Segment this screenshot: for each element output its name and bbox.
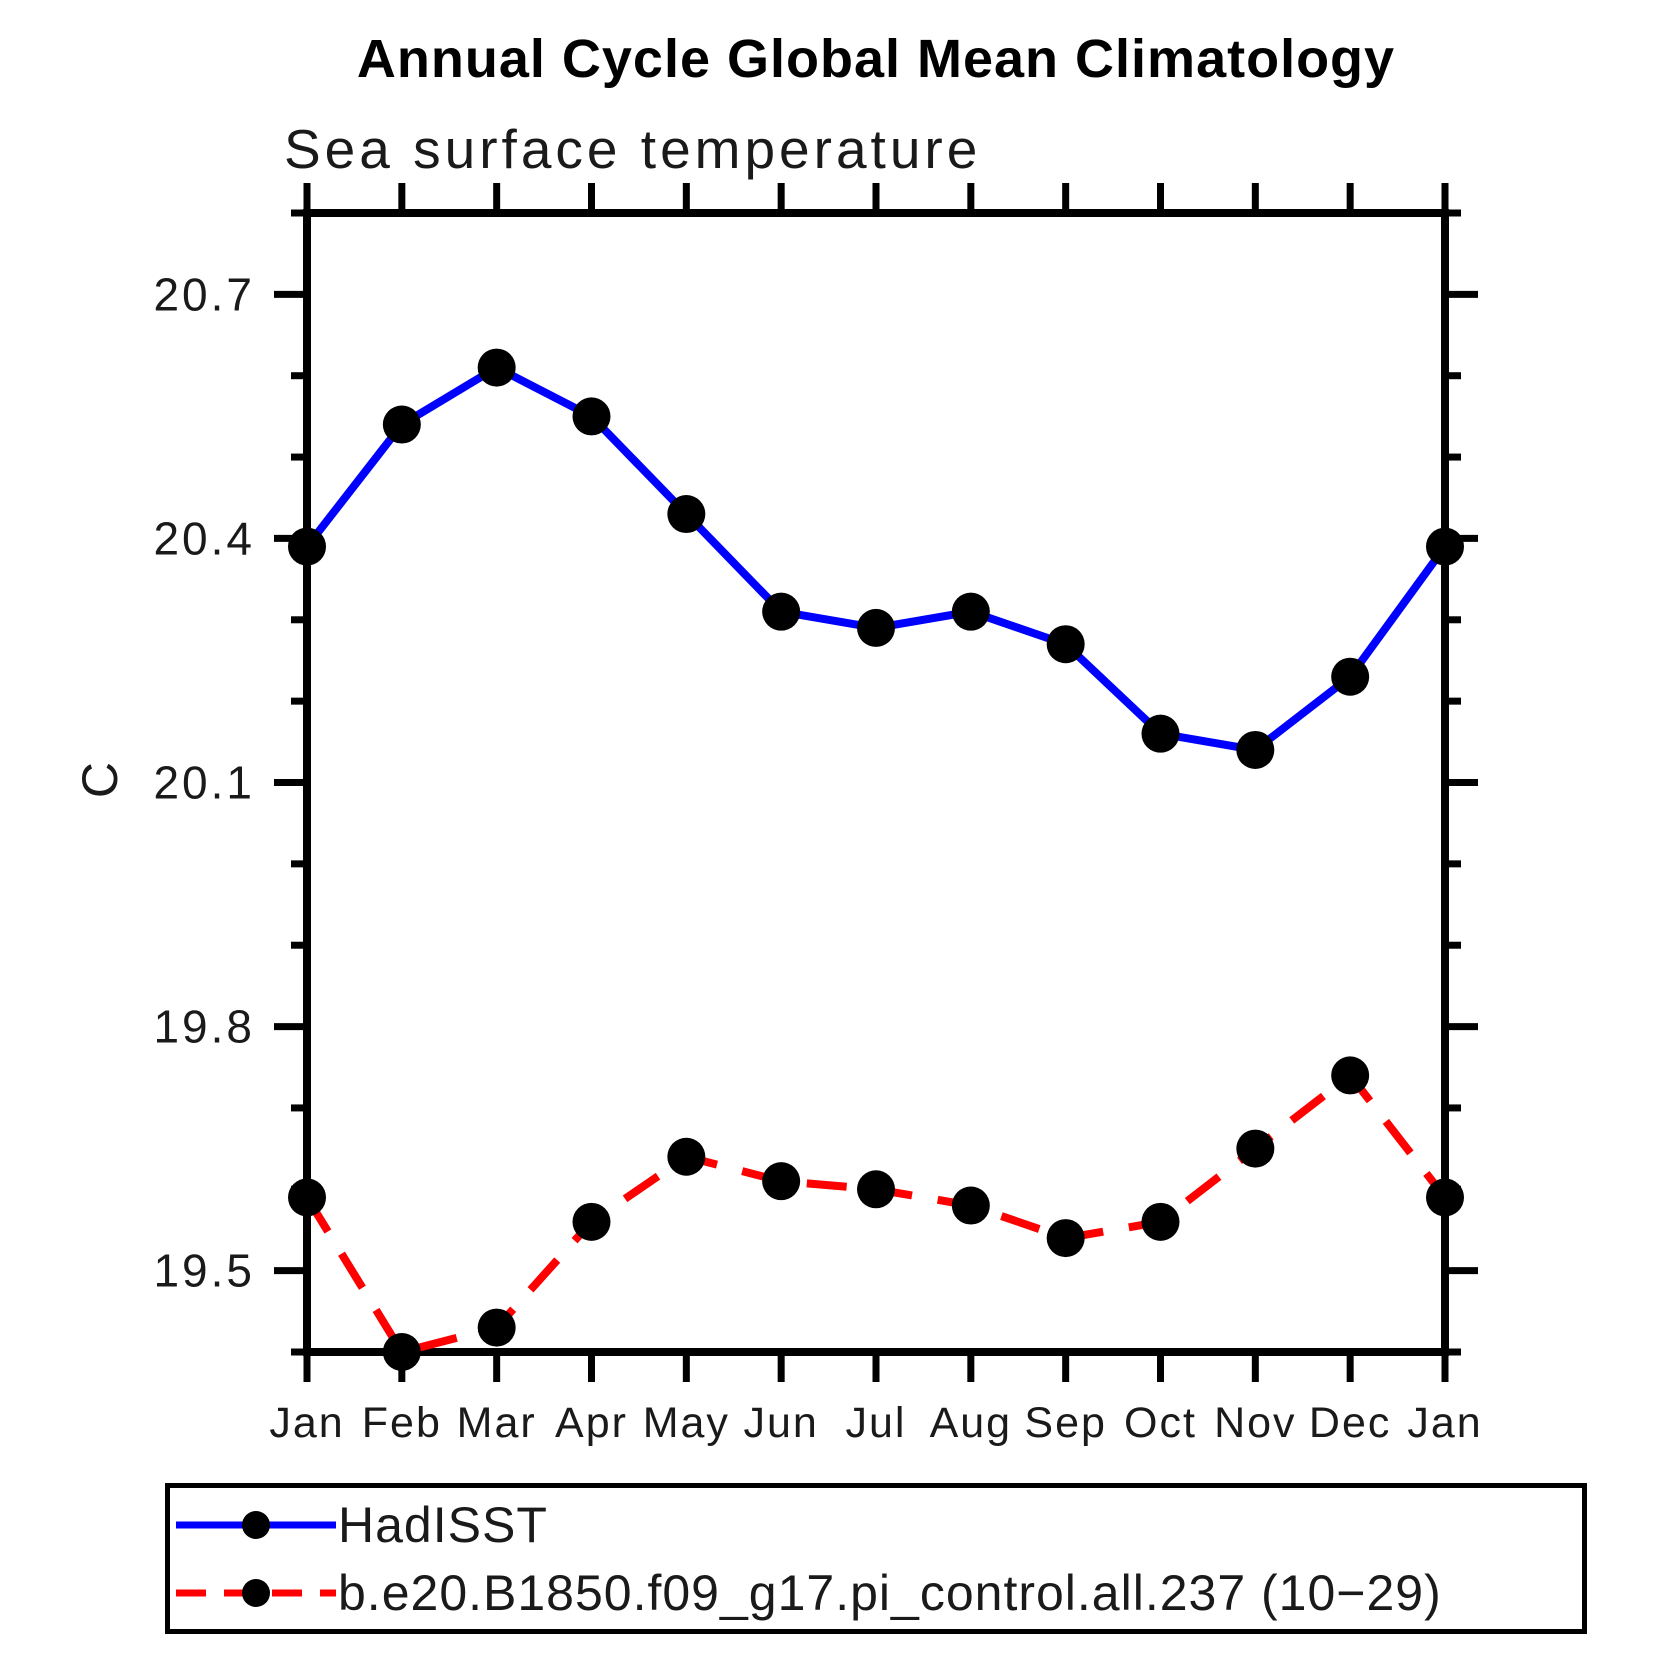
data-point-marker bbox=[572, 397, 611, 436]
data-point-marker bbox=[1426, 1178, 1464, 1217]
data-point-marker bbox=[477, 348, 516, 387]
y-tick-label: 20.1 bbox=[153, 757, 255, 809]
x-tick-label-month: Nov bbox=[1214, 1399, 1296, 1447]
data-point-marker bbox=[1236, 730, 1275, 769]
data-point-marker bbox=[951, 1186, 990, 1225]
legend-label-model: b.e20.B1850.f09_g17.pi_control.all.237 (… bbox=[338, 1565, 1442, 1621]
x-tick-label-month: Aug bbox=[930, 1399, 1013, 1447]
x-tick-label-month: Apr bbox=[555, 1399, 628, 1447]
legend-entry-model: b.e20.B1850.f09_g17.pi_control.all.237 (… bbox=[174, 1564, 1442, 1622]
data-point-marker bbox=[382, 405, 421, 444]
x-tick-label-month: May bbox=[643, 1399, 730, 1447]
data-point-marker bbox=[1141, 1202, 1180, 1241]
x-tick-label-month: Jan bbox=[1407, 1399, 1482, 1447]
data-point-marker bbox=[572, 1202, 611, 1241]
data-point-marker bbox=[1331, 657, 1370, 696]
data-point-marker bbox=[762, 1162, 801, 1201]
series-line bbox=[303, 363, 1449, 755]
data-point-marker bbox=[762, 592, 801, 631]
data-point-marker bbox=[1331, 1056, 1370, 1095]
data-point-marker bbox=[1046, 1219, 1085, 1258]
legend-swatch-red-dashed-line-icon bbox=[176, 1579, 336, 1607]
x-tick-label-month: Sep bbox=[1024, 1399, 1107, 1447]
chart-title: Annual Cycle Global Mean Climatology bbox=[356, 29, 1396, 89]
data-point-marker bbox=[667, 495, 706, 534]
data-point-marker bbox=[667, 1137, 706, 1176]
y-tick-label: 20.7 bbox=[153, 268, 255, 320]
x-tick-label-month: Jul bbox=[846, 1399, 907, 1447]
x-tick-label-month: Dec bbox=[1309, 1399, 1391, 1447]
x-tick-label-month: Mar bbox=[457, 1399, 537, 1447]
data-point-marker bbox=[1426, 527, 1464, 566]
x-tick-label-month: Jun bbox=[743, 1399, 818, 1447]
x-tick-label-month: Jan bbox=[269, 1399, 344, 1447]
y-tick-label: 19.5 bbox=[153, 1245, 255, 1297]
legend: HadISST b.e20.B1850.f09_g17.pi_control.a… bbox=[165, 1483, 1587, 1634]
series-line bbox=[303, 1069, 1449, 1357]
x-tick-label-month: Feb bbox=[362, 1399, 442, 1447]
y-tick-label: 20.4 bbox=[153, 512, 255, 564]
data-point-marker bbox=[1236, 1129, 1275, 1168]
x-tick-label-month: Oct bbox=[1124, 1399, 1197, 1447]
legend-label-hadisst: HadISST bbox=[338, 1497, 548, 1553]
data-point-marker bbox=[1046, 625, 1085, 664]
data-point-marker bbox=[288, 1178, 326, 1217]
data-point-marker bbox=[1141, 714, 1180, 753]
data-point-marker bbox=[951, 592, 990, 631]
legend-swatch-blue-solid-line-icon bbox=[176, 1511, 336, 1539]
data-point-marker bbox=[857, 608, 895, 647]
legend-entry-hadisst: HadISST bbox=[174, 1496, 548, 1554]
data-point-marker bbox=[382, 1333, 421, 1371]
y-tick-label: 19.8 bbox=[153, 1001, 255, 1053]
data-point-marker bbox=[288, 527, 326, 566]
chart-subtitle: Sea surface temperature bbox=[284, 118, 982, 180]
data-point-marker bbox=[857, 1170, 895, 1209]
data-point-marker bbox=[477, 1308, 516, 1347]
